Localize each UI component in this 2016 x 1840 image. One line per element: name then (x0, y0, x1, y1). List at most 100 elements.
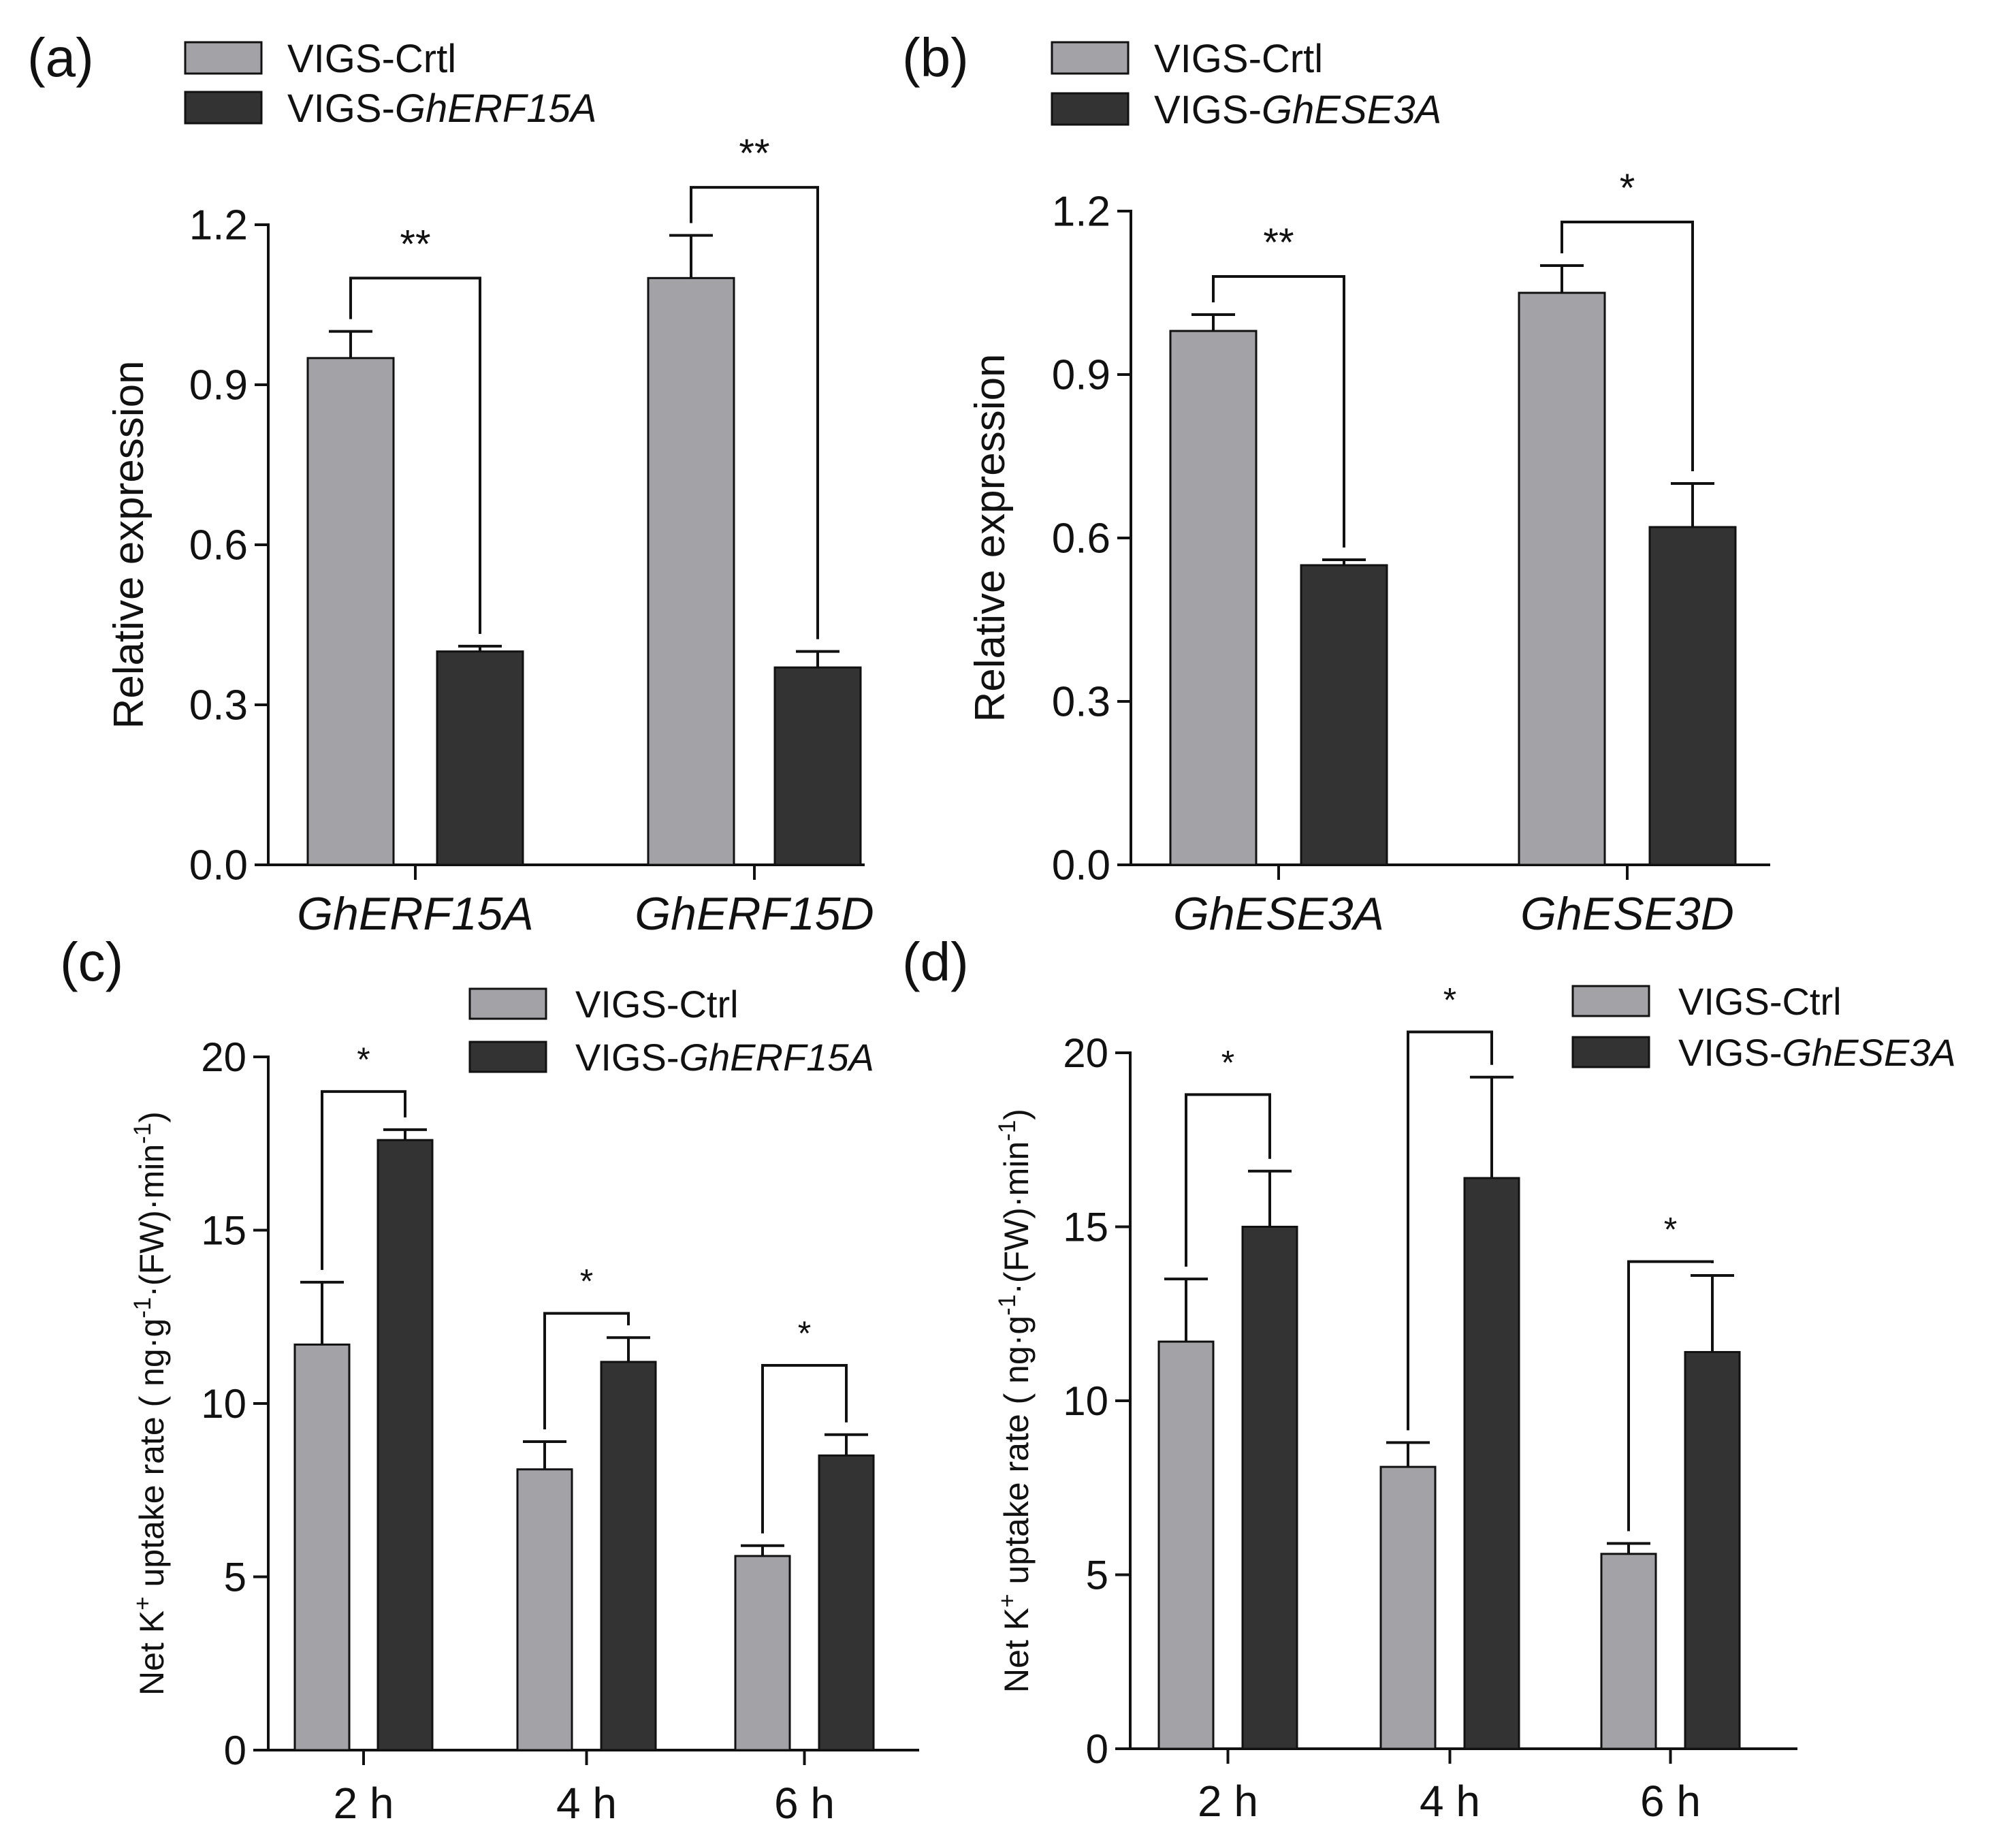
x-tick-label: 6 h (1640, 1777, 1701, 1826)
bar (1518, 291, 1606, 866)
significance-label: * (1664, 1211, 1677, 1249)
panel-label: (b) (902, 27, 969, 88)
y-tick-label: 1.2 (189, 202, 248, 249)
y-tick-label: 0 (224, 1728, 246, 1773)
y-tick-label: 5 (1086, 1553, 1108, 1598)
bar (818, 1454, 875, 1751)
bar (293, 1343, 351, 1751)
panel-label: (a) (27, 27, 94, 88)
y-axis-label: Net K+ uptake rate ( ng·g-1·(FW)·min-1) (129, 1111, 172, 1696)
bar (1684, 1350, 1741, 1750)
y-axis-label-part: ·(FW)·min (997, 1141, 1036, 1295)
legend-label: VIGS-GhERF15A (287, 86, 597, 131)
y-tick-label: 15 (1063, 1205, 1108, 1250)
legend-label-text: VIGS- (1154, 88, 1262, 132)
y-tick-label: 0.3 (189, 682, 248, 729)
bar (1241, 1226, 1298, 1750)
bar (647, 276, 735, 866)
y-tick-label: 0.6 (1052, 515, 1110, 562)
significance-bracket (543, 1312, 630, 1429)
legend-label-italic: GhESE3A (1782, 1031, 1955, 1074)
bar (1300, 564, 1388, 866)
significance-bracket (349, 276, 481, 634)
legend-swatch (1051, 92, 1130, 126)
y-axis-label-part: Net K (133, 1611, 171, 1696)
legend-swatch (468, 1041, 547, 1073)
bar (1463, 1177, 1520, 1750)
y-axis-label-part: uptake rate ( ng·g (997, 1316, 1036, 1594)
legend-label-text: VIGS- (287, 86, 395, 131)
y-tick-label: 20 (1063, 1030, 1108, 1076)
bar (1648, 526, 1737, 866)
significance-label: * (798, 1314, 811, 1352)
bar (1157, 1340, 1215, 1750)
y-axis-label: Relative expression (106, 360, 153, 729)
significance-bracket (1627, 1260, 1714, 1532)
y-axis-label-superscript: -1 (129, 1123, 156, 1144)
bar (516, 1468, 573, 1751)
y-tick-label: 0 (1086, 1726, 1108, 1772)
legend-label-italic: GhERF15A (395, 86, 597, 131)
significance-bracket (321, 1090, 406, 1270)
legend-label-text: VIGS- (1678, 1031, 1782, 1074)
significance-bracket (1185, 1093, 1271, 1267)
x-tick-label: GhERF15A (297, 888, 534, 940)
y-axis-label-superscript: + (994, 1593, 1021, 1607)
bar (1169, 330, 1258, 866)
significance-label: ** (1263, 221, 1294, 265)
legend-label: VIGS-GhESE3A (1154, 88, 1441, 132)
legend-swatch (1571, 1036, 1650, 1068)
y-tick-label: 10 (201, 1381, 246, 1427)
legend-swatch (1051, 41, 1130, 75)
x-tick-label: 2 h (1198, 1777, 1258, 1826)
legend-label-text: VIGS-Ctrl (1678, 980, 1842, 1023)
x-tick-label: 4 h (1420, 1777, 1480, 1826)
legend-label-italic: GhESE3A (1262, 88, 1441, 132)
y-axis-label-superscript: + (129, 1596, 156, 1610)
legend-label: VIGS-Crtl (1154, 37, 1323, 81)
bar (377, 1139, 434, 1751)
x-tick-label: 6 h (774, 1779, 835, 1828)
y-axis-label-part: ) (997, 1109, 1036, 1120)
chart-panel-0: (a) 0.0 0.3 0.6 0.9 1.2 Relative expression GhE… (27, 27, 874, 940)
y-tick-label: 0.9 (189, 362, 248, 409)
legend-swatch (184, 41, 263, 75)
y-tick-label: 20 (201, 1034, 246, 1080)
bar (600, 1361, 657, 1751)
x-tick-label: 2 h (334, 1779, 394, 1828)
y-tick-label: 0.6 (189, 522, 248, 569)
y-tick-label: 0.0 (1052, 842, 1110, 889)
legend-label-text: VIGS-Crtl (287, 37, 456, 81)
legend-swatch (184, 91, 263, 125)
x-tick-label: GhESE3D (1520, 888, 1734, 940)
significance-bracket (1407, 1030, 1493, 1431)
legend-swatch (1571, 985, 1650, 1017)
legend-label-text: VIGS-Ctrl (575, 983, 739, 1026)
x-tick-label: GhESE3A (1173, 888, 1384, 940)
significance-label: ** (739, 131, 769, 176)
bar (773, 666, 862, 866)
significance-label: * (357, 1041, 370, 1079)
significance-bracket (1212, 275, 1345, 548)
x-tick-label: 4 h (556, 1779, 617, 1828)
y-axis-label-part: uptake rate ( ng·g (133, 1318, 171, 1597)
y-tick-label: 0.3 (1052, 679, 1110, 726)
bar (1379, 1465, 1437, 1750)
legend-label-text: VIGS- (575, 1036, 679, 1079)
y-tick-label: 0.9 (1052, 352, 1110, 399)
significance-label: * (1221, 1043, 1234, 1081)
y-tick-label: 0.0 (189, 842, 248, 889)
legend-label: VIGS-GhESE3A (1678, 1031, 1956, 1074)
y-axis-label: Relative expression (967, 353, 1014, 722)
panel-label: (d) (902, 932, 969, 992)
y-axis-label-part: ) (133, 1111, 171, 1123)
y-axis-label-superscript: -1 (994, 1295, 1021, 1316)
significance-bracket (690, 186, 819, 639)
legend-label: VIGS-GhERF15A (575, 1036, 874, 1079)
panel-label: (c) (60, 932, 123, 992)
chart-panel-1: (b) 0.0 0.3 0.6 0.9 1.2 Relative expression GhE… (902, 27, 1770, 940)
legend-label-text: VIGS-Crtl (1154, 37, 1323, 81)
